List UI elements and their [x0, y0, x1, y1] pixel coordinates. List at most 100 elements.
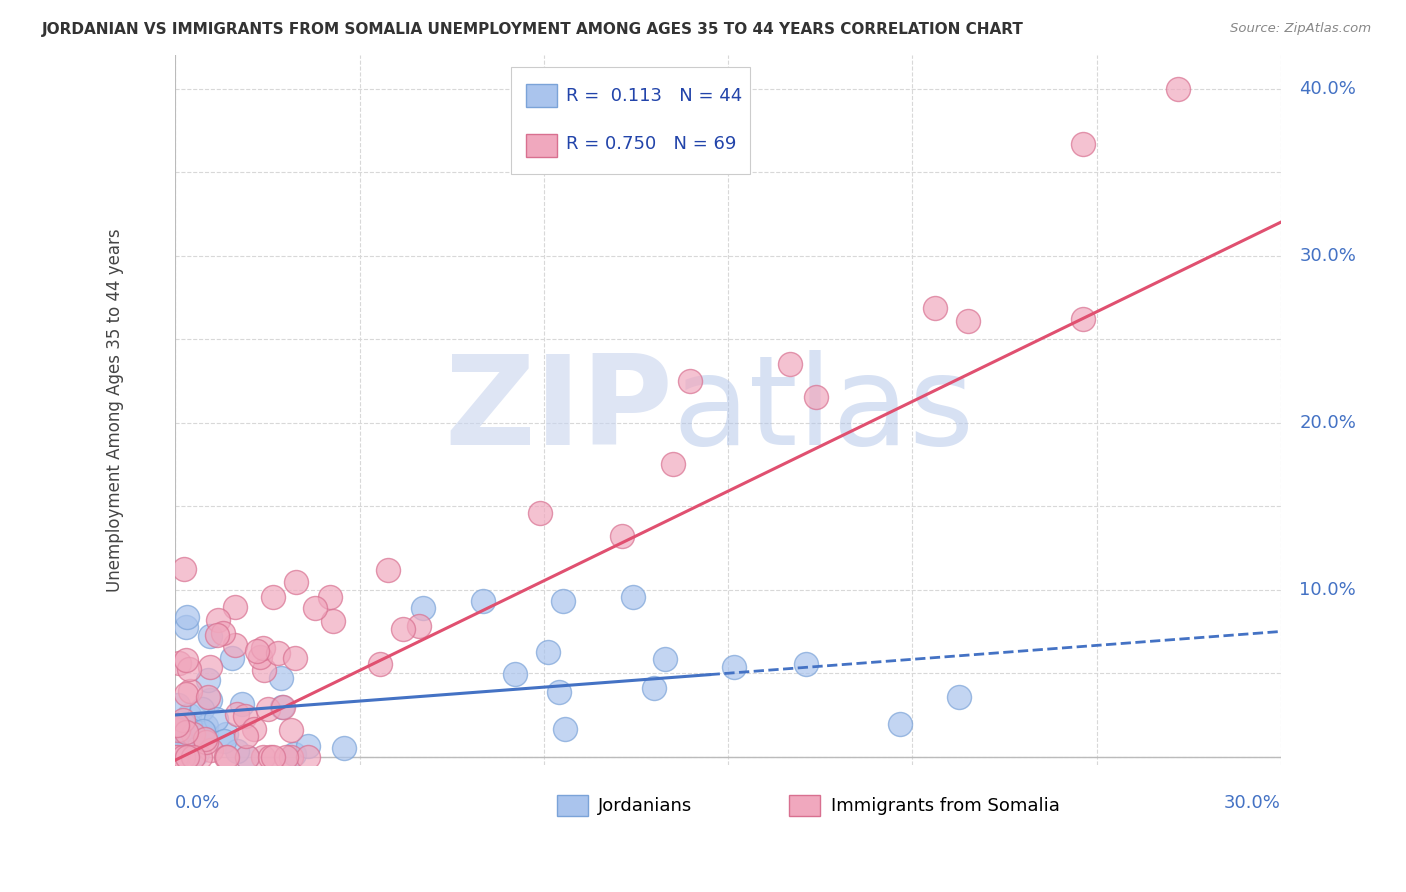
Point	[215, 749, 238, 764]
Point	[889, 716, 911, 731]
Point	[319, 590, 342, 604]
FancyBboxPatch shape	[526, 84, 557, 107]
Point	[176, 609, 198, 624]
Point	[548, 684, 571, 698]
Point	[174, 687, 197, 701]
Point	[551, 593, 574, 607]
Point	[377, 563, 399, 577]
Point	[224, 638, 246, 652]
Point	[274, 749, 297, 764]
Point	[214, 727, 236, 741]
Text: Jordanians: Jordanians	[598, 797, 692, 815]
Point	[167, 726, 190, 740]
Point	[198, 659, 221, 673]
Point	[188, 749, 211, 764]
Point	[621, 590, 644, 604]
Point	[529, 506, 551, 520]
Point	[173, 561, 195, 575]
Point	[243, 723, 266, 737]
Point	[174, 725, 197, 739]
Point	[221, 650, 243, 665]
Point	[174, 653, 197, 667]
Text: 10.0%: 10.0%	[1299, 581, 1355, 599]
Point	[190, 727, 212, 741]
Point	[924, 301, 946, 316]
Point	[948, 690, 970, 704]
Point	[304, 601, 326, 615]
FancyBboxPatch shape	[557, 795, 588, 816]
FancyBboxPatch shape	[526, 134, 557, 157]
Point	[252, 749, 274, 764]
Point	[956, 314, 979, 328]
Point	[280, 723, 302, 738]
Point	[297, 739, 319, 753]
Point	[654, 652, 676, 666]
Text: atlas: atlas	[673, 350, 974, 471]
Point	[167, 724, 190, 739]
Point	[179, 662, 201, 676]
Point	[200, 743, 222, 757]
Point	[215, 749, 238, 764]
Point	[191, 702, 214, 716]
Point	[179, 707, 201, 722]
Point	[472, 594, 495, 608]
Text: 40.0%: 40.0%	[1299, 79, 1357, 97]
Text: 30.0%: 30.0%	[1299, 246, 1357, 265]
Text: 20.0%: 20.0%	[1299, 414, 1357, 432]
Point	[408, 619, 430, 633]
Point	[225, 744, 247, 758]
Point	[252, 641, 274, 656]
Point	[333, 741, 356, 756]
Point	[226, 707, 249, 722]
Point	[181, 727, 204, 741]
Point	[179, 683, 201, 698]
Point	[165, 749, 187, 764]
Point	[179, 719, 201, 733]
Point	[610, 529, 633, 543]
Point	[779, 357, 801, 371]
Point	[297, 749, 319, 764]
Point	[205, 712, 228, 726]
Point	[412, 601, 434, 615]
Point	[679, 374, 702, 388]
Point	[368, 657, 391, 671]
Text: ZIP: ZIP	[444, 350, 673, 471]
Point	[283, 747, 305, 762]
Point	[723, 660, 745, 674]
Point	[1071, 312, 1094, 326]
Point	[1071, 137, 1094, 152]
Point	[211, 625, 233, 640]
Text: JORDANIAN VS IMMIGRANTS FROM SOMALIA UNEMPLOYMENT AMONG AGES 35 TO 44 YEARS CORR: JORDANIAN VS IMMIGRANTS FROM SOMALIA UNE…	[42, 22, 1024, 37]
Point	[554, 723, 576, 737]
Point	[207, 628, 229, 642]
Text: R = 0.750   N = 69: R = 0.750 N = 69	[565, 135, 735, 153]
Point	[181, 749, 204, 764]
Point	[193, 723, 215, 738]
Point	[170, 723, 193, 737]
Point	[200, 629, 222, 643]
Point	[1167, 81, 1189, 95]
Point	[259, 749, 281, 764]
Point	[194, 719, 217, 733]
Point	[176, 749, 198, 764]
Point	[172, 749, 194, 764]
Point	[166, 718, 188, 732]
Point	[236, 749, 259, 764]
Text: Immigrants from Somalia: Immigrants from Somalia	[831, 797, 1060, 815]
Point	[267, 646, 290, 660]
Point	[643, 681, 665, 695]
Point	[231, 697, 253, 711]
Point	[322, 614, 344, 628]
Point	[198, 693, 221, 707]
Point	[249, 650, 271, 665]
FancyBboxPatch shape	[789, 795, 820, 816]
Point	[270, 671, 292, 685]
Point	[794, 657, 817, 672]
Point	[235, 729, 257, 743]
Point	[246, 644, 269, 658]
Text: Unemployment Among Ages 35 to 44 years: Unemployment Among Ages 35 to 44 years	[105, 228, 124, 592]
Point	[253, 663, 276, 677]
Point	[197, 673, 219, 687]
Point	[233, 708, 256, 723]
Point	[270, 700, 292, 714]
